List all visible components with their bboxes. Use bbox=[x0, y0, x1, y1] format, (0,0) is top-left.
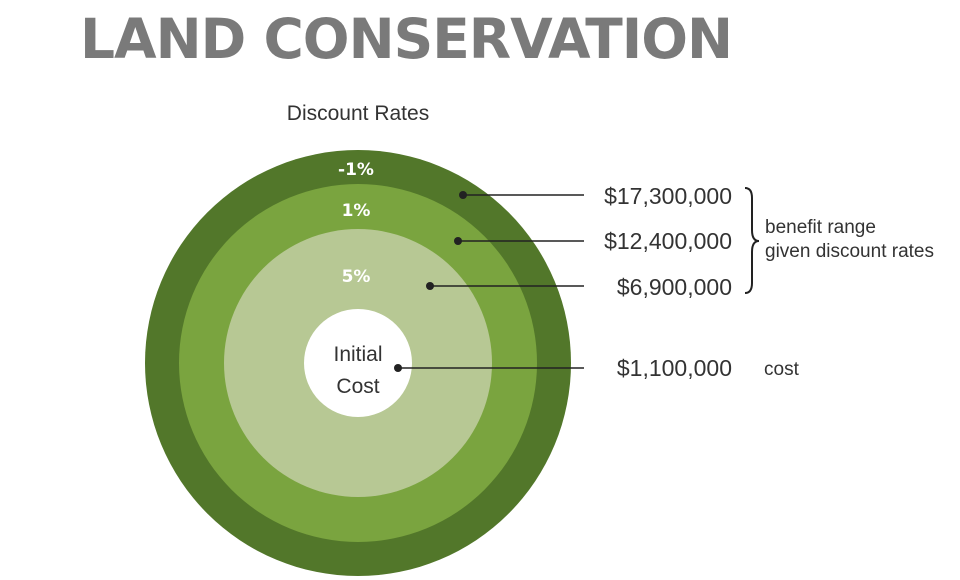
initial-cost-value: $1,100,000 bbox=[617, 355, 732, 381]
initial-cost-circle bbox=[304, 309, 412, 417]
benefit-note-line2: given discount rates bbox=[765, 241, 934, 262]
leader-line-inner bbox=[426, 282, 584, 290]
initial-cost-label-line1: Initial bbox=[333, 343, 382, 366]
benefit-note-line1: benefit range bbox=[765, 217, 876, 238]
ring-rate-label: 5% bbox=[342, 267, 371, 287]
page-title: LAND CONSERVATION bbox=[80, 7, 733, 71]
ring-rate-label: -1% bbox=[338, 160, 374, 180]
initial-cost-label-line2: Cost bbox=[336, 375, 379, 398]
ring-rate-label: 1% bbox=[342, 201, 371, 221]
leader-line-center bbox=[394, 364, 584, 372]
cost-note: cost bbox=[764, 359, 800, 380]
diagram-subtitle: Discount Rates bbox=[287, 102, 429, 125]
value-label: $12,400,000 bbox=[604, 228, 732, 254]
curly-brace-icon bbox=[744, 187, 760, 294]
value-label: $17,300,000 bbox=[604, 183, 732, 209]
leader-line-outer bbox=[459, 191, 584, 199]
leader-line-middle bbox=[454, 237, 584, 245]
value-label: $6,900,000 bbox=[617, 274, 732, 300]
